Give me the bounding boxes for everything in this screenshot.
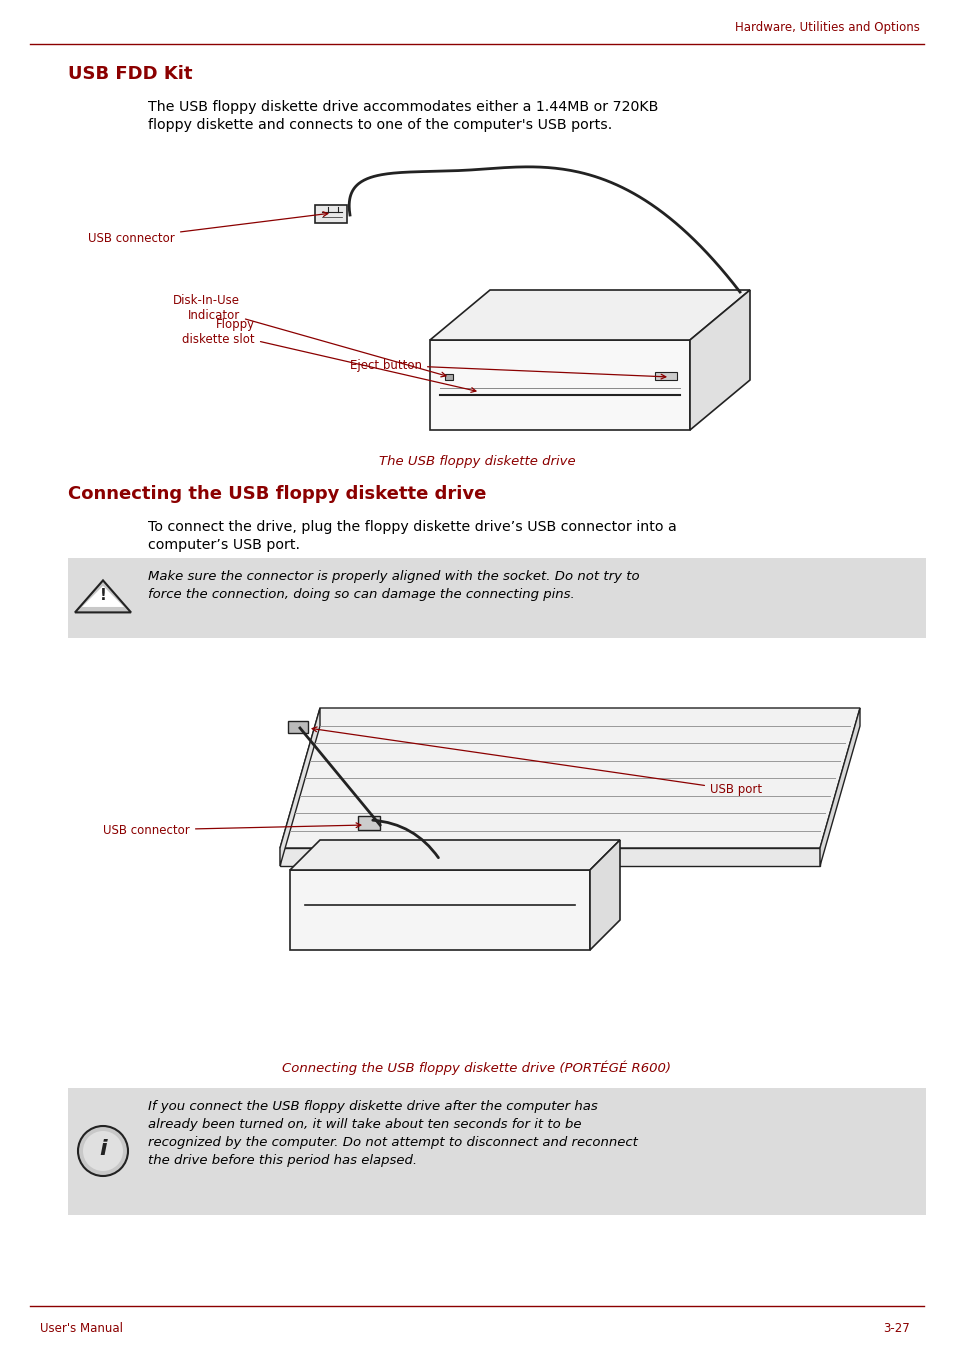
Text: If you connect the USB floppy diskette drive after the computer has: If you connect the USB floppy diskette d… — [148, 1101, 598, 1113]
Polygon shape — [820, 708, 859, 867]
Text: USB connector: USB connector — [89, 212, 328, 245]
Bar — [357, 817, 379, 830]
Text: USB FDD Kit: USB FDD Kit — [68, 65, 193, 82]
Polygon shape — [280, 708, 859, 848]
Text: recognized by the computer. Do not attempt to disconnect and reconnect: recognized by the computer. Do not attem… — [148, 1136, 638, 1149]
Polygon shape — [280, 708, 319, 867]
Polygon shape — [430, 339, 689, 430]
Text: 3-27: 3-27 — [882, 1321, 909, 1334]
Text: Connecting the USB floppy diskette drive (PORTÉGÉ R600): Connecting the USB floppy diskette drive… — [282, 1061, 671, 1075]
Text: The USB floppy diskette drive: The USB floppy diskette drive — [378, 456, 575, 469]
Text: To connect the drive, plug the floppy diskette drive’s USB connector into a: To connect the drive, plug the floppy di… — [148, 521, 676, 534]
Circle shape — [78, 1126, 128, 1176]
Circle shape — [83, 1132, 123, 1171]
Text: force the connection, doing so can damage the connecting pins.: force the connection, doing so can damag… — [148, 588, 574, 602]
Text: Hardware, Utilities and Options: Hardware, Utilities and Options — [735, 22, 919, 35]
Text: Eject button: Eject button — [350, 358, 665, 379]
Text: The USB floppy diskette drive accommodates either a 1.44MB or 720KB: The USB floppy diskette drive accommodat… — [148, 100, 658, 114]
Polygon shape — [589, 840, 619, 950]
Text: USB connector: USB connector — [103, 823, 360, 837]
Text: Disk-In-Use
Indicator: Disk-In-Use Indicator — [172, 293, 445, 377]
Polygon shape — [75, 580, 131, 612]
Bar — [288, 721, 308, 733]
Text: the drive before this period has elapsed.: the drive before this period has elapsed… — [148, 1155, 416, 1167]
Text: USB port: USB port — [312, 727, 761, 796]
Bar — [314, 206, 347, 223]
Text: floppy diskette and connects to one of the computer's USB ports.: floppy diskette and connects to one of t… — [148, 118, 612, 132]
Bar — [655, 372, 677, 380]
Polygon shape — [290, 869, 589, 950]
Text: !: ! — [99, 588, 107, 603]
Text: already been turned on, it will take about ten seconds for it to be: already been turned on, it will take abo… — [148, 1118, 581, 1132]
Polygon shape — [430, 289, 749, 339]
Text: Connecting the USB floppy diskette drive: Connecting the USB floppy diskette drive — [68, 485, 486, 503]
Bar — [68, 1088, 925, 1215]
Polygon shape — [280, 848, 820, 867]
Polygon shape — [290, 840, 619, 869]
Polygon shape — [82, 585, 124, 607]
Text: User's Manual: User's Manual — [40, 1321, 123, 1334]
Text: i: i — [99, 1138, 107, 1159]
Text: Make sure the connector is properly aligned with the socket. Do not try to: Make sure the connector is properly alig… — [148, 571, 639, 583]
Text: computer’s USB port.: computer’s USB port. — [148, 538, 299, 552]
Polygon shape — [689, 289, 749, 430]
Bar — [68, 558, 925, 638]
Bar — [444, 375, 453, 380]
Text: Floppy
diskette slot: Floppy diskette slot — [182, 318, 476, 392]
